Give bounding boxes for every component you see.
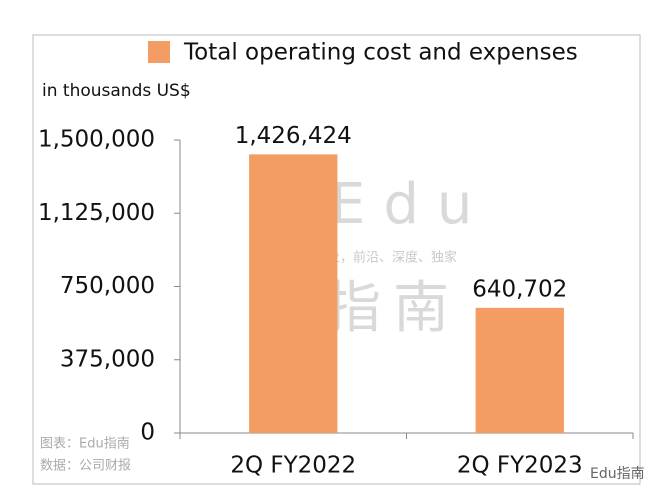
x-tick-label: 2Q FY2022 bbox=[230, 453, 356, 479]
y-tick-label: 375,000 bbox=[60, 346, 155, 372]
data-label: 1,426,424 bbox=[235, 123, 352, 149]
watermark: 指南 bbox=[325, 276, 461, 341]
bar bbox=[475, 307, 564, 433]
y-tick-label: 0 bbox=[140, 420, 155, 446]
brand: Edu指南 bbox=[590, 466, 645, 482]
legend-label: Total operating cost and expenses bbox=[183, 40, 578, 66]
y-tick-label: 750,000 bbox=[60, 273, 155, 299]
legend-swatch bbox=[148, 41, 170, 63]
y-tick-label: 1,500,000 bbox=[38, 127, 155, 153]
y-tick-label: 1,125,000 bbox=[38, 200, 155, 226]
source-note: 数据：公司财报 bbox=[40, 459, 131, 474]
x-tick-label: 2Q FY2023 bbox=[457, 453, 583, 479]
data-label: 640,702 bbox=[472, 276, 567, 302]
source-note: 图表：Edu指南 bbox=[40, 436, 130, 452]
watermark: Edu bbox=[330, 172, 490, 237]
bar bbox=[249, 154, 338, 434]
y-axis-label: in thousands US$ bbox=[42, 81, 191, 101]
